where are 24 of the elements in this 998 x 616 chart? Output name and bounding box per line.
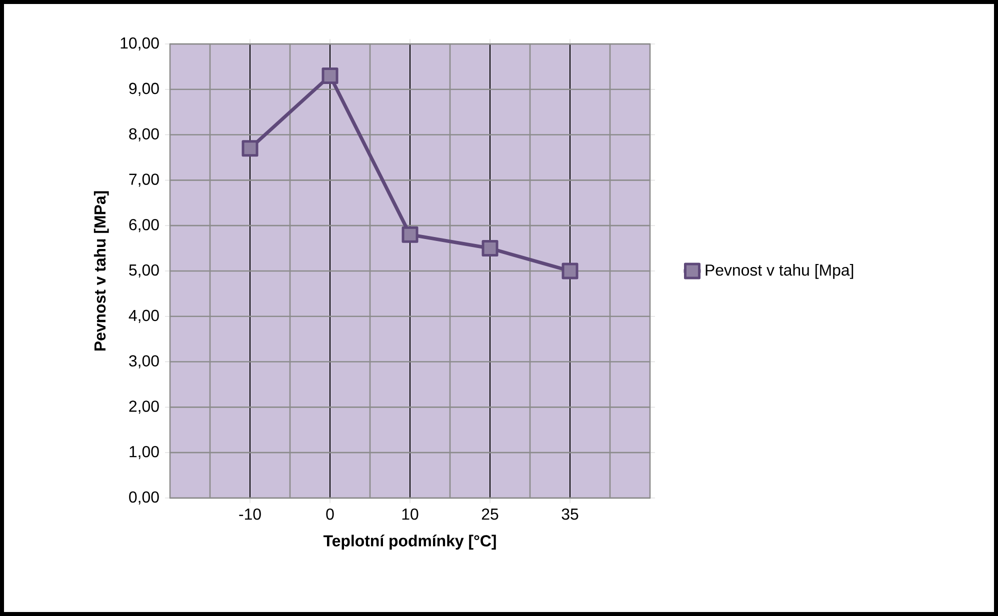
y-axis-title: Pevnost v tahu [MPa] [94, 191, 109, 351]
x-tick-label: -10 [239, 508, 261, 520]
x-tick-label: 10 [402, 508, 418, 520]
y-tick-label: 9,00 [129, 82, 159, 96]
y-tick-label: 6,00 [129, 219, 159, 232]
x-tick-label: 35 [562, 508, 578, 520]
x-axis-title: Teplotní podmínky [°C] [323, 534, 496, 550]
point [322, 68, 338, 84]
x-tick-label: 25 [482, 508, 498, 520]
point [482, 240, 498, 257]
y-tick-label: 0,00 [129, 491, 159, 505]
y-tick-label: 4,00 [128, 310, 159, 323]
y-tick-label: 7,00 [129, 174, 159, 187]
point [242, 140, 258, 157]
y-tick-label: 8,00 [129, 128, 159, 142]
point [562, 262, 578, 280]
point [402, 226, 418, 243]
y-tick-label: 3,00 [129, 355, 159, 368]
y-tick-label: 1,00 [130, 446, 159, 460]
y-tick-label: 10,00 [120, 37, 159, 51]
legend-label: Pevnost v tahu [Mpa] [706, 264, 854, 279]
y-tick-label: 5,00 [129, 264, 159, 278]
x-tick-label: 0 [326, 508, 334, 520]
y-tick-label: 2,00 [129, 400, 159, 414]
